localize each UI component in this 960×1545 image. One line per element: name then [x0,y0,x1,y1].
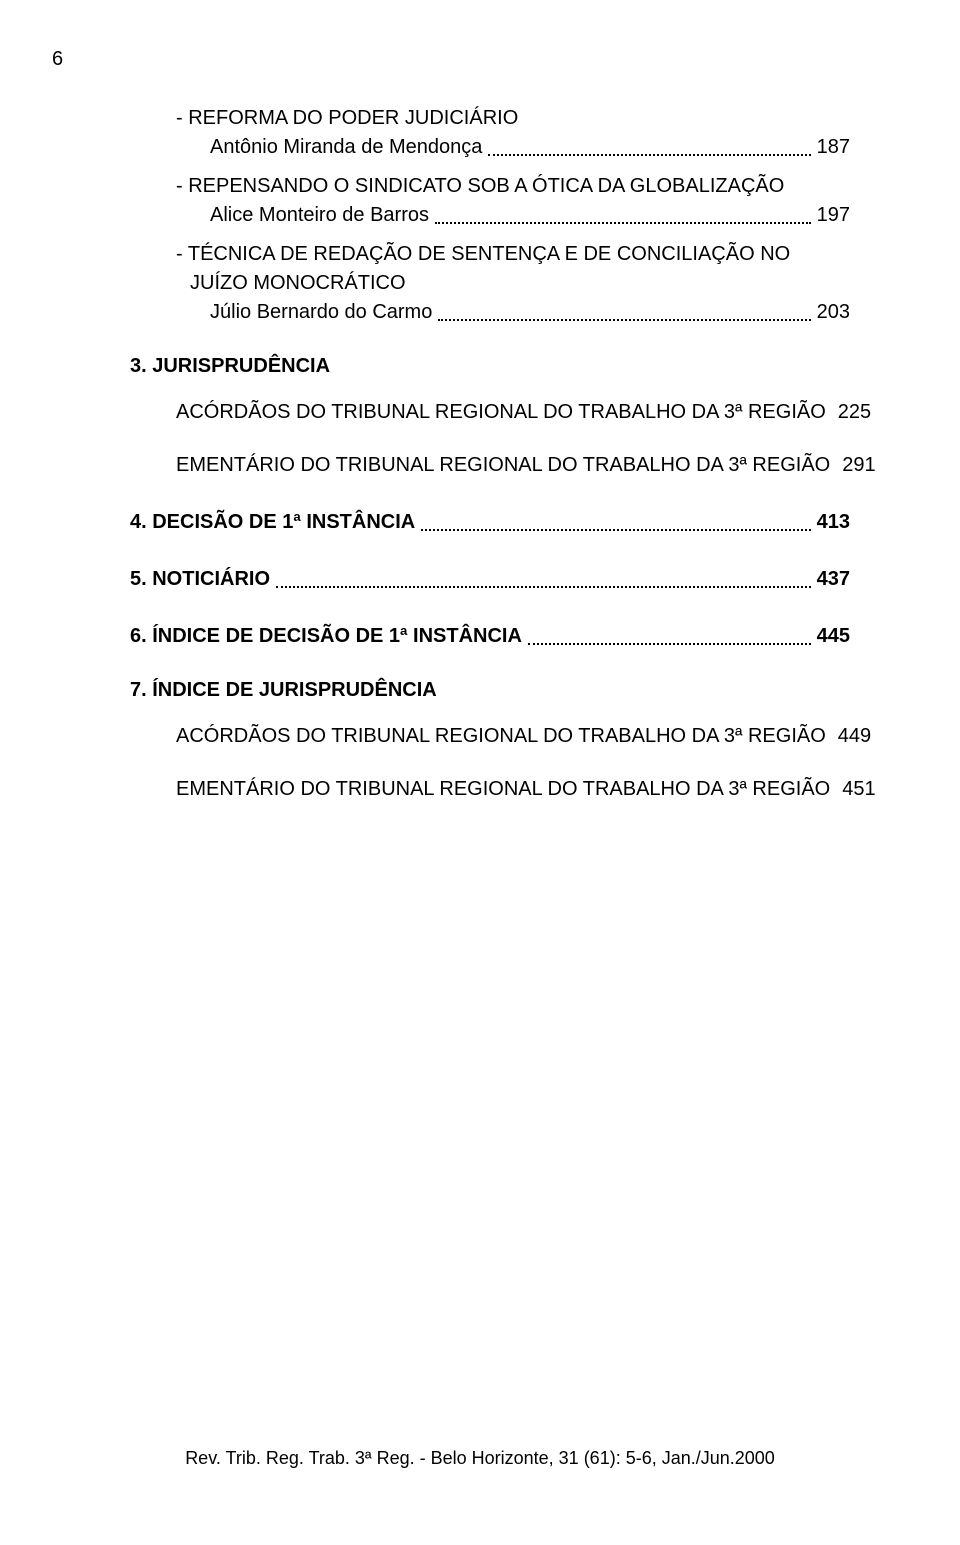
entry-page: 187 [817,133,850,162]
toc-entry: ACÓRDÃOS DO TRIBUNAL REGIONAL DO TRABALH… [176,398,850,427]
section-heading-4: 4. DECISÃO DE 1ª INSTÂNCIA 413 [130,508,850,537]
entry-title: - REFORMA DO PODER JUDICIÁRIO [176,104,850,133]
entry-label: EMENTÁRIO DO TRIBUNAL REGIONAL DO TRABAL… [176,775,830,804]
section-heading-6: 6. ÍNDICE DE DECISÃO DE 1ª INSTÂNCIA 445 [130,622,850,651]
entry-label: EMENTÁRIO DO TRIBUNAL REGIONAL DO TRABAL… [176,451,830,480]
entry-author: Alice Monteiro de Barros [210,201,429,230]
toc-entry: EMENTÁRIO DO TRIBUNAL REGIONAL DO TRABAL… [176,775,850,804]
toc-entry: - REFORMA DO PODER JUDICIÁRIO Antônio Mi… [176,104,850,162]
entry-page: 225 [838,398,871,427]
entry-title-line2: JUÍZO MONOCRÁTICO [190,269,850,298]
page-number-top: 6 [52,48,63,71]
section-page: 445 [817,622,850,651]
leader-dots [488,154,810,156]
leader-dots [435,222,811,224]
page: 6 - REFORMA DO PODER JUDICIÁRIO Antônio … [0,0,960,1545]
section-page: 437 [817,565,850,594]
entry-label: ACÓRDÃOS DO TRIBUNAL REGIONAL DO TRABALH… [176,398,826,427]
entry-page: 197 [817,201,850,230]
entry-page: 449 [838,722,871,751]
entry-title: - REPENSANDO O SINDICATO SOB A ÓTICA DA … [176,172,850,201]
entry-page: 451 [842,775,875,804]
entry-author: Antônio Miranda de Mendonça [210,133,482,162]
page-footer: Rev. Trib. Reg. Trab. 3ª Reg. - Belo Hor… [0,1448,960,1469]
section-label: 6. ÍNDICE DE DECISÃO DE 1ª INSTÂNCIA [130,622,522,651]
section-heading-5: 5. NOTICIÁRIO 437 [130,565,850,594]
leader-dots [438,319,810,321]
toc-content: - REFORMA DO PODER JUDICIÁRIO Antônio Mi… [130,104,850,804]
section-heading-7: 7. ÍNDICE DE JURISPRUDÊNCIA [130,679,850,702]
toc-entry: ACÓRDÃOS DO TRIBUNAL REGIONAL DO TRABALH… [176,722,850,751]
toc-entry: - REPENSANDO O SINDICATO SOB A ÓTICA DA … [176,172,850,230]
section-label: 4. DECISÃO DE 1ª INSTÂNCIA [130,508,415,537]
toc-entry: - TÉCNICA DE REDAÇÃO DE SENTENÇA E DE CO… [176,240,850,327]
toc-entry: EMENTÁRIO DO TRIBUNAL REGIONAL DO TRABAL… [176,451,850,480]
section-heading-3: 3. JURISPRUDÊNCIA [130,355,850,378]
entry-title-line1: - TÉCNICA DE REDAÇÃO DE SENTENÇA E DE CO… [176,240,850,269]
section-label: 5. NOTICIÁRIO [130,565,270,594]
entry-page: 291 [842,451,875,480]
section-page: 413 [817,508,850,537]
leader-dots [528,643,811,645]
entry-page: 203 [817,298,850,327]
entry-label: ACÓRDÃOS DO TRIBUNAL REGIONAL DO TRABALH… [176,722,826,751]
leader-dots [421,529,810,531]
entry-author: Júlio Bernardo do Carmo [210,298,432,327]
leader-dots [276,586,811,588]
